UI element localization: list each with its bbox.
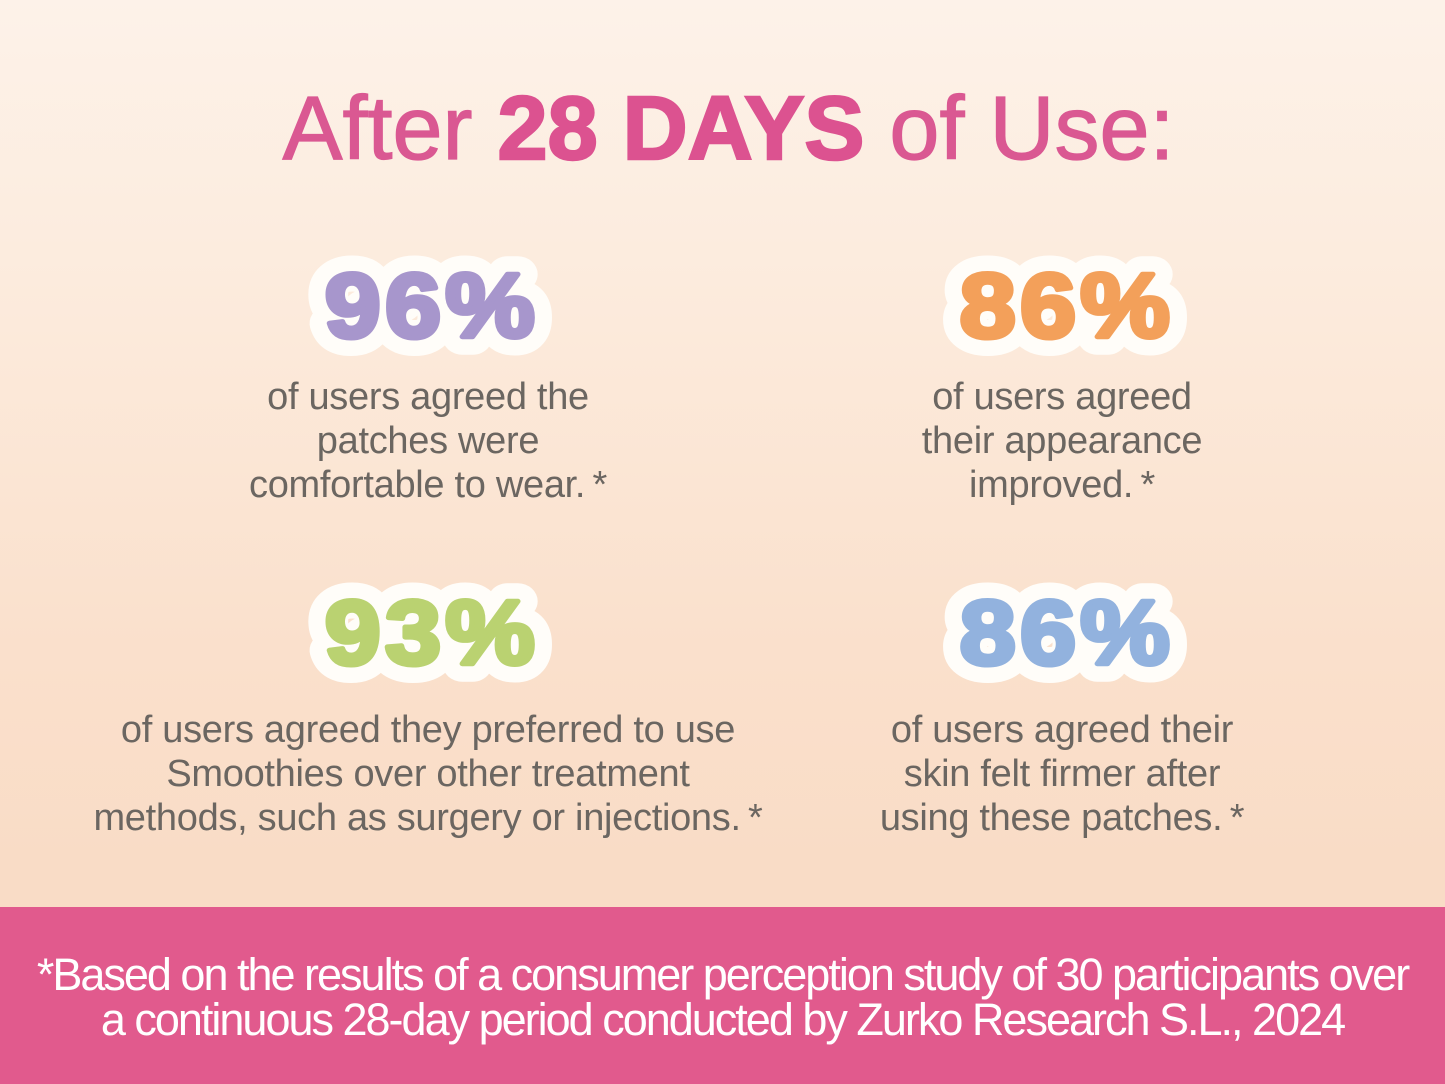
svg-text:86%: 86% — [960, 255, 1174, 357]
svg-text:96%: 96% — [325, 255, 539, 357]
svg-text:86%: 86% — [960, 582, 1174, 684]
svg-text:86%: 86% — [960, 582, 1174, 684]
svg-text:93%: 93% — [325, 582, 539, 684]
svg-text:86%: 86% — [960, 255, 1174, 357]
svg-text:96%: 96% — [325, 255, 539, 357]
svg-text:93%: 93% — [325, 582, 539, 684]
